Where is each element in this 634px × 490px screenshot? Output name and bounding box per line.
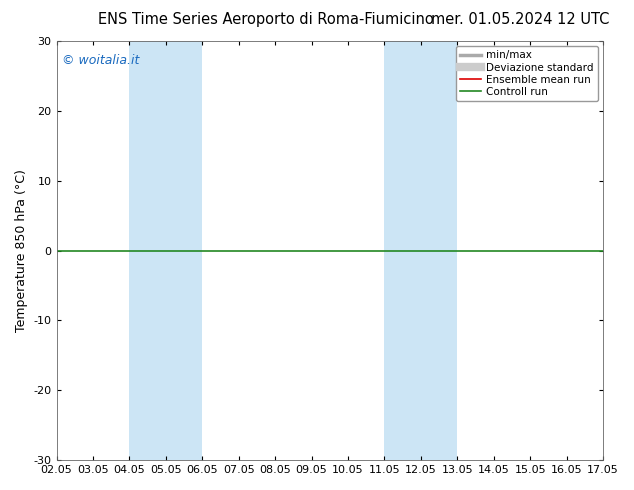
Text: mer. 01.05.2024 12 UTC: mer. 01.05.2024 12 UTC: [430, 12, 609, 27]
Y-axis label: Temperature 850 hPa (°C): Temperature 850 hPa (°C): [15, 169, 28, 332]
Legend: min/max, Deviazione standard, Ensemble mean run, Controll run: min/max, Deviazione standard, Ensemble m…: [456, 46, 598, 101]
Bar: [129, 41, 202, 460]
Text: © woitalia.it: © woitalia.it: [62, 53, 139, 67]
Bar: [384, 41, 457, 460]
Text: ENS Time Series Aeroporto di Roma-Fiumicino: ENS Time Series Aeroporto di Roma-Fiumic…: [98, 12, 434, 27]
